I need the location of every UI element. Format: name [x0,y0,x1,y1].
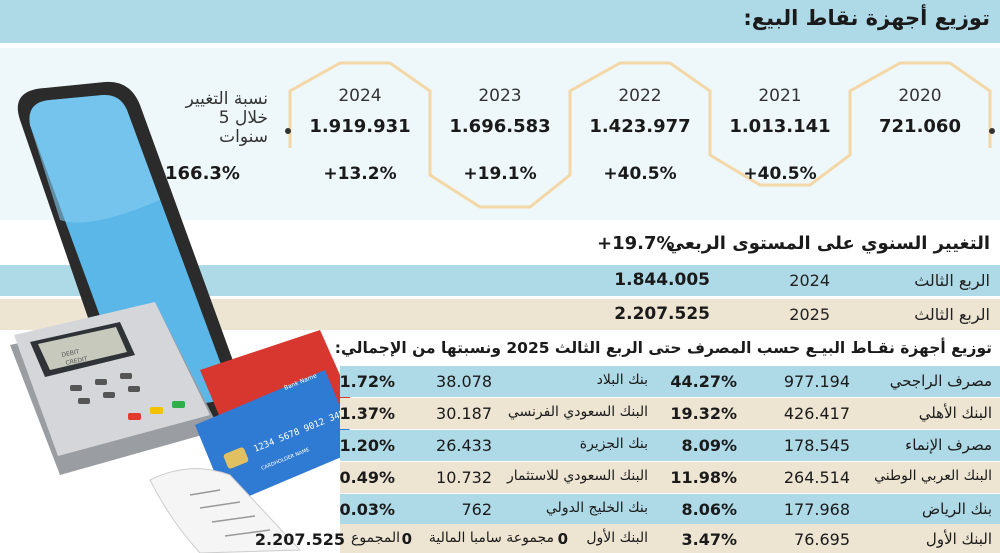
year-card-2023: 2023 1.696.583 +19.1% [430,86,570,184]
footer-first-bank-label: البنك الأول [586,530,648,546]
bank2-name: بنك الخليج الدولي [545,500,648,516]
page-title: توزيع أجهزة نقاط البيع: [743,6,990,30]
quarter-year: 2024 [789,271,830,290]
bank-pct: 8.06% [681,500,737,519]
year-change: +19.1% [463,164,537,184]
bank-value: 426.417 [783,404,850,423]
bank-value: 977.194 [783,372,850,391]
bank2-value: 10.732 [436,468,492,487]
connector-dot [285,128,291,134]
bank-value: 76.695 [794,530,850,549]
terminal-screen-text2: CREDIT [65,355,89,367]
terminal-screen-text1: DEBIT [61,348,80,359]
bank-row: بنك الرياض 177.968 8.06% بنك الخليج الدو… [339,494,1000,525]
bank-name: البنك الأول [925,530,992,548]
year-value: 1.013.141 [729,116,831,137]
year-value: 1.696.583 [449,116,551,137]
bank-row: مصرف الراجحي 977.194 44.27% بنك البلاد 3… [339,366,1000,397]
year-label: 2022 [618,86,662,106]
blue-card-illustration: Bank Name 1234 5678 9012 3456 CARDHOLDER… [195,370,358,505]
bank-value: 264.514 [783,468,850,487]
bank-row: البنك العربي الوطني 264.514 11.98% البنك… [339,462,1000,493]
year-label: 2021 [758,86,802,106]
year-label: 2024 [338,86,382,106]
quarter-year: 2025 [789,305,830,324]
bank2-pct: 1.20% [339,436,395,455]
footer-total-label: المجموع [351,530,400,546]
footer-first-bank-value: 0 [557,530,568,548]
hex-frame-2023 [428,95,572,209]
quarterly-heading: التغيير السنوي على المستوى الربعي [666,233,990,254]
year-card-2022: 2022 1.423.977 +40.5% [570,86,710,184]
hex-frame-2024 [288,61,432,148]
banks-heading: توزيع أجهزة نقـاط البيـع حسب المصرف حتى … [334,339,992,357]
bank2-name: بنك الجزيرة [579,436,648,452]
bank-name: بنك الرياض [921,500,992,518]
year-value: 1.423.977 [589,116,691,137]
quarter-label: الربع الثالث [914,305,990,324]
bank-value: 178.545 [783,436,850,455]
bank-pct: 8.09% [681,436,737,455]
bank2-pct: 1.72% [339,372,395,391]
year-change: +40.5% [743,164,817,184]
year-change: +40.5% [603,164,677,184]
bank-name: مصرف الراجحي [889,372,992,390]
bank2-name: بنك البلاد [596,372,648,388]
pos-illustration: DEBIT CREDIT Bank Name 1234 5678 9012 34… [10,81,360,553]
bank-pct: 44.27% [670,372,737,391]
year-label: 2023 [478,86,522,106]
quarterly-change: +19.7% [597,233,675,254]
year-value: 1.919.931 [309,116,411,137]
phone-illustration [17,81,243,429]
bank2-value: 38.078 [436,372,492,391]
bank-pct: 19.32% [670,404,737,423]
quarter-value: 1.844.005 [614,270,710,290]
year-change: +13.2% [323,164,397,184]
five-year-label-line1: نسبة التغيير [185,89,268,109]
bank2-value: 762 [461,500,492,519]
title-band [0,0,1000,40]
year-card-2021: 2021 1.013.141 +40.5% [710,86,850,184]
bank2-name: البنك السعودي للاستثمار [506,468,648,484]
bank-name: البنك الأهلي [918,404,992,422]
bank2-name: البنك السعودي الفرنسي [507,404,648,420]
bank-row: مصرف الإنماء 178.545 8.09% بنك الجزيرة 2… [339,430,1000,461]
quarter-label: الربع الثالث [914,271,990,290]
connector-dot [989,128,995,134]
title-rule [0,40,1000,43]
bank2-pct: 1.37% [339,404,395,423]
bank-name: البنك العربي الوطني [874,468,992,484]
hexagon-frames [285,61,995,209]
bank2-pct: 0.03% [339,500,395,519]
bank-pct: 3.47% [681,530,737,549]
year-value: 721.060 [879,116,961,137]
quarter-value: 2.207.525 [614,304,710,324]
receipt-illustration [149,468,302,553]
five-year-label: نسبة التغيير خلال 5 سنوات [158,90,268,147]
bank2-pct: 0.49% [339,468,395,487]
footer-samba-label: مجموعة سامبا المالية [428,530,554,546]
bank2-value: 26.433 [436,436,492,455]
bank-value: 177.968 [783,500,850,519]
footer-total-value: 2.207.525 [254,530,345,549]
bank-row: البنك الأهلي 426.417 19.32% البنك السعود… [339,398,1000,429]
five-year-label-line2: خلال 5 [218,108,268,128]
bank-name: مصرف الإنماء [905,436,992,454]
bank2-value: 30.187 [436,404,492,423]
year-card-2020: 2020 721.060 [850,86,990,137]
year-card-2024: 2024 1.919.931 +13.2% [290,86,430,184]
year-label: 2020 [898,86,942,106]
footer-samba-value: 0 [401,530,412,548]
bank-row: البنك الأول 76.695 3.47% البنك الأول 0 م… [255,524,1000,553]
pos-terminal-illustration: DEBIT CREDIT [10,302,220,475]
bank-pct: 11.98% [670,468,737,487]
five-year-label-line3: سنوات [219,127,268,147]
five-year-value: 166.3% [165,163,240,184]
